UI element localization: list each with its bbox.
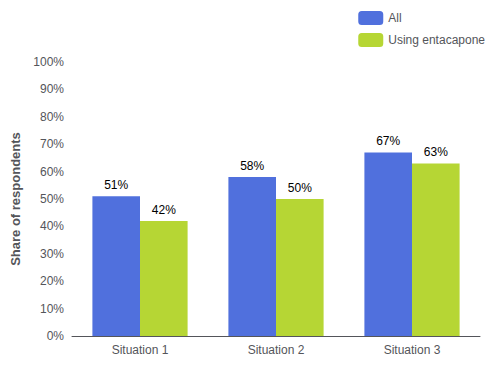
- svg-text:Situation 3: Situation 3: [384, 343, 441, 357]
- svg-text:40%: 40%: [40, 219, 64, 233]
- svg-text:Share of respondents: Share of respondents: [8, 132, 23, 266]
- svg-text:63%: 63%: [424, 145, 448, 159]
- svg-text:10%: 10%: [40, 302, 64, 316]
- svg-text:67%: 67%: [376, 134, 400, 148]
- svg-text:Situation 2: Situation 2: [248, 343, 305, 357]
- svg-text:50%: 50%: [40, 192, 64, 206]
- svg-text:Situation 1: Situation 1: [112, 343, 169, 357]
- svg-text:42%: 42%: [152, 203, 176, 217]
- svg-text:All: All: [388, 11, 401, 25]
- svg-text:90%: 90%: [40, 82, 64, 96]
- svg-text:0%: 0%: [47, 329, 65, 343]
- svg-text:Using entacapone: Using entacapone: [388, 33, 485, 47]
- svg-text:70%: 70%: [40, 137, 64, 151]
- svg-text:51%: 51%: [104, 178, 128, 192]
- svg-text:80%: 80%: [40, 110, 64, 124]
- svg-text:58%: 58%: [240, 159, 264, 173]
- svg-text:60%: 60%: [40, 165, 64, 179]
- svg-text:30%: 30%: [40, 247, 64, 261]
- svg-text:100%: 100%: [33, 55, 64, 69]
- svg-text:50%: 50%: [288, 181, 312, 195]
- svg-text:20%: 20%: [40, 274, 64, 288]
